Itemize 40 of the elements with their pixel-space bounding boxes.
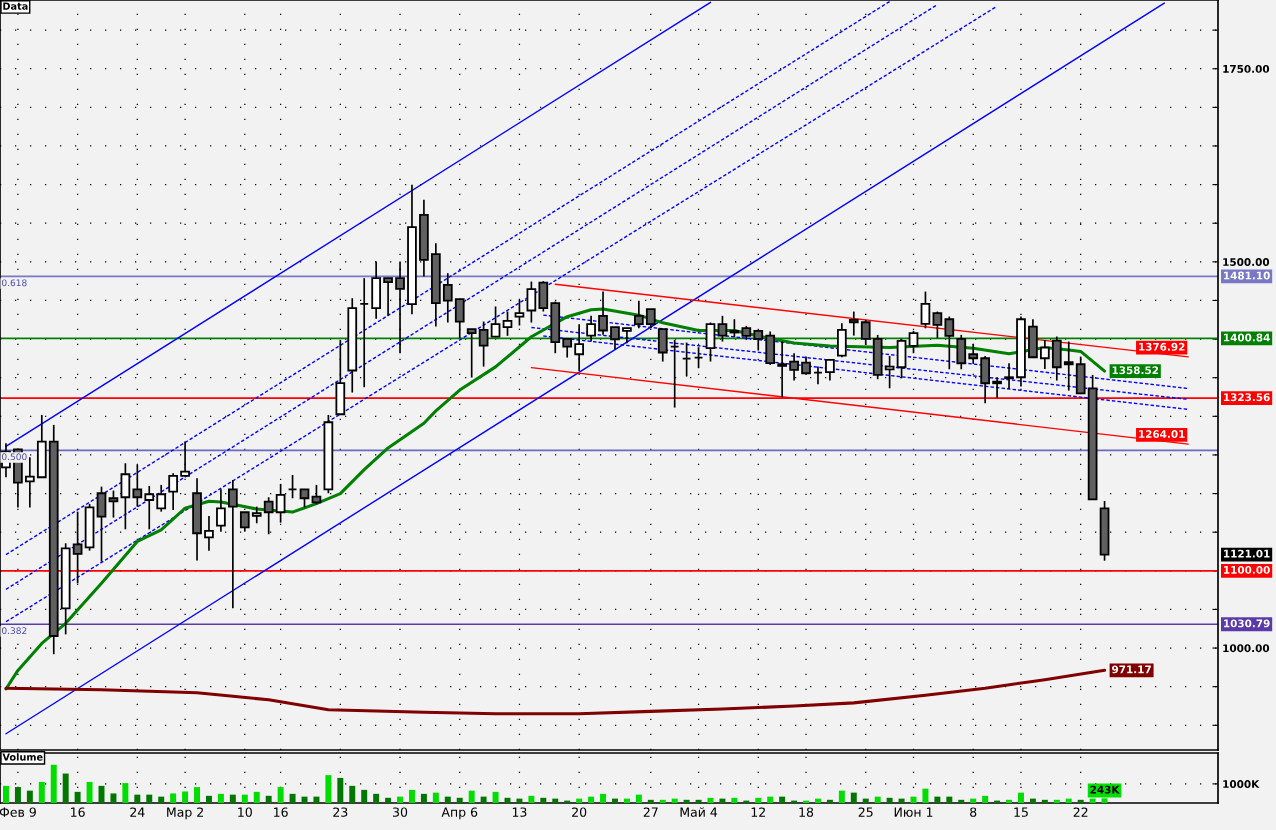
y-tick-label: 1500.00: [1223, 258, 1270, 266]
x-tick-label: 10: [238, 807, 252, 817]
x-tick-label: Мар 2: [167, 807, 203, 820]
annotation: 0.382: [1, 627, 27, 635]
x-tick-label: 30: [393, 807, 408, 817]
x-tick-label: 12: [751, 807, 765, 817]
y-tick-label: 1000K: [1223, 780, 1260, 788]
data-label: 243K: [1090, 785, 1120, 794]
data-label: 1264.01: [1139, 430, 1185, 438]
ref-line-label: 1323.56: [1224, 393, 1270, 402]
x-tick-label: 25: [858, 807, 873, 817]
annotation: 0.500: [1, 453, 27, 461]
x-tick-label: 18: [799, 807, 814, 817]
data-label: 1358.52: [1112, 366, 1159, 375]
x-tick-label: 27: [643, 807, 658, 817]
x-tick-label: Июн 1: [894, 807, 933, 817]
text: 1121.01: [1224, 549, 1270, 558]
x-tick-label: Май 4: [680, 807, 718, 817]
x-tick-label: 16: [274, 807, 288, 817]
data-label: 971.17: [1112, 665, 1151, 674]
x-tick-label: 20: [572, 807, 587, 817]
ref-line-label: 1481.10: [1224, 271, 1270, 280]
annotation: 0.618: [1, 279, 27, 287]
x-tick-label: Фев 9: [0, 807, 36, 817]
ref-line-label: 1100.00: [1224, 565, 1270, 574]
x-tick-label: 23: [333, 807, 348, 817]
ref-line-label: 1400.84: [1224, 333, 1270, 342]
x-tick-label: 15: [1014, 807, 1028, 817]
x-tick-label: 24: [130, 807, 145, 817]
data-label: 1376.92: [1139, 342, 1185, 351]
chart-title: Data: [3, 2, 28, 10]
ref-line-label: 1030.79: [1224, 619, 1270, 628]
x-tick-label: 8: [970, 807, 977, 817]
x-tick-label: 13: [512, 807, 527, 817]
x-tick-label: Апр 6: [441, 807, 478, 820]
x-tick-label: 16: [71, 807, 85, 817]
x-tick-label: 22: [1073, 807, 1088, 817]
chart-title: Volume: [2, 753, 43, 761]
y-tick-label: 1750.00: [1223, 64, 1270, 73]
y-tick-label: 1000.00: [1223, 644, 1270, 653]
